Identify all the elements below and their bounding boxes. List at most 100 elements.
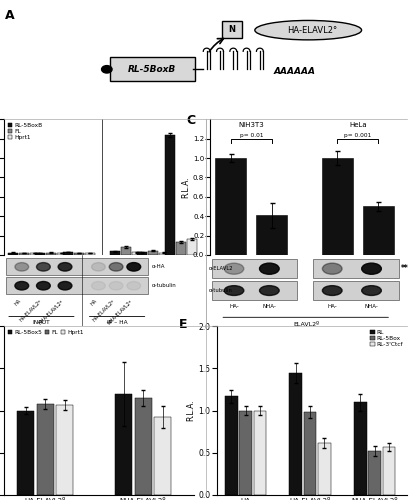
Bar bbox=[289, 372, 302, 495]
Ellipse shape bbox=[224, 263, 244, 274]
Text: HA-: HA- bbox=[229, 304, 239, 309]
Bar bbox=[187, 239, 197, 255]
Text: N: N bbox=[229, 25, 236, 34]
Bar bbox=[56, 404, 74, 495]
Bar bbox=[110, 252, 120, 255]
Ellipse shape bbox=[109, 282, 123, 290]
Ellipse shape bbox=[15, 262, 29, 271]
FancyBboxPatch shape bbox=[222, 21, 242, 38]
Circle shape bbox=[102, 66, 112, 73]
Text: α-tubulin: α-tubulin bbox=[208, 288, 232, 293]
Bar bbox=[132, 252, 142, 255]
Bar bbox=[212, 260, 297, 278]
Bar bbox=[176, 242, 186, 255]
Bar bbox=[121, 246, 131, 255]
Bar bbox=[225, 396, 238, 495]
Y-axis label: R.L.A.: R.L.A. bbox=[187, 400, 196, 421]
Text: NHA-: NHA- bbox=[365, 304, 379, 309]
Ellipse shape bbox=[255, 20, 362, 40]
Text: **: ** bbox=[401, 264, 409, 273]
Text: HA-ELAVL2°: HA-ELAVL2° bbox=[287, 26, 337, 35]
Text: C: C bbox=[187, 114, 196, 127]
Ellipse shape bbox=[92, 282, 105, 290]
Bar bbox=[318, 442, 331, 495]
Bar bbox=[8, 252, 18, 255]
Text: NIH3T3: NIH3T3 bbox=[238, 122, 264, 128]
Bar bbox=[35, 253, 45, 255]
Ellipse shape bbox=[224, 286, 244, 296]
Ellipse shape bbox=[362, 263, 381, 274]
Bar bbox=[74, 253, 84, 255]
Text: INPUT: INPUT bbox=[32, 320, 50, 326]
Bar bbox=[322, 158, 353, 255]
Legend: RL-5BoxB, FL, Hprt1: RL-5BoxB, FL, Hprt1 bbox=[7, 122, 43, 140]
Text: IP – HA: IP – HA bbox=[107, 320, 127, 326]
Ellipse shape bbox=[322, 263, 342, 274]
Text: HA: HA bbox=[13, 298, 22, 307]
Bar bbox=[6, 258, 148, 276]
Bar bbox=[313, 260, 399, 278]
Bar bbox=[165, 135, 175, 255]
Text: α-ELAVL2: α-ELAVL2 bbox=[208, 266, 233, 271]
Ellipse shape bbox=[127, 282, 141, 290]
Text: p= 0.001: p= 0.001 bbox=[344, 132, 372, 138]
Bar bbox=[115, 394, 132, 495]
Bar bbox=[215, 158, 247, 255]
Text: α-tubulin: α-tubulin bbox=[152, 283, 176, 288]
Bar bbox=[212, 281, 297, 300]
Bar bbox=[159, 253, 169, 255]
Text: AAAAAA: AAAAAA bbox=[274, 67, 316, 76]
Bar bbox=[154, 418, 171, 495]
Text: RL-5BoxB: RL-5BoxB bbox=[128, 65, 176, 74]
Ellipse shape bbox=[37, 262, 50, 271]
Ellipse shape bbox=[58, 282, 72, 290]
Text: E: E bbox=[179, 318, 187, 331]
Bar bbox=[368, 451, 381, 495]
Y-axis label: R.L.A.: R.L.A. bbox=[181, 176, 190, 198]
Ellipse shape bbox=[109, 262, 123, 271]
Legend: RL-5Box5, FL, Hprt1: RL-5Box5, FL, Hprt1 bbox=[7, 329, 84, 336]
Bar bbox=[239, 410, 252, 495]
FancyBboxPatch shape bbox=[110, 58, 195, 82]
Text: HA-: HA- bbox=[327, 304, 337, 309]
Ellipse shape bbox=[37, 282, 50, 290]
Text: NHA-ELAVL2º: NHA-ELAVL2º bbox=[38, 298, 65, 326]
Ellipse shape bbox=[92, 262, 105, 271]
Bar bbox=[148, 250, 159, 255]
Text: NHA-: NHA- bbox=[262, 304, 276, 309]
Text: HA: HA bbox=[90, 298, 98, 307]
Ellipse shape bbox=[362, 286, 381, 296]
Text: NHA-ELAVL2º: NHA-ELAVL2º bbox=[107, 298, 134, 326]
Bar bbox=[304, 412, 316, 495]
Text: ELAVL2º: ELAVL2º bbox=[294, 322, 320, 327]
Text: p= 0.01: p= 0.01 bbox=[240, 132, 263, 138]
Bar bbox=[46, 252, 56, 255]
Text: A: A bbox=[5, 10, 14, 22]
Bar bbox=[30, 253, 40, 255]
Ellipse shape bbox=[58, 262, 72, 271]
Bar bbox=[363, 206, 394, 255]
Text: α-HA: α-HA bbox=[152, 264, 165, 270]
Bar bbox=[37, 404, 54, 495]
Bar bbox=[18, 253, 29, 255]
Bar bbox=[354, 402, 367, 495]
Bar bbox=[6, 277, 148, 294]
Legend: RL, RL-5Box, RL-3'Ctcf: RL, RL-5Box, RL-3'Ctcf bbox=[370, 329, 404, 347]
Bar bbox=[57, 253, 67, 255]
Bar bbox=[17, 410, 34, 495]
Bar bbox=[383, 447, 395, 495]
Bar bbox=[137, 252, 148, 255]
Text: HeLa: HeLa bbox=[349, 122, 367, 128]
Ellipse shape bbox=[259, 286, 279, 296]
Ellipse shape bbox=[127, 262, 141, 271]
Ellipse shape bbox=[322, 286, 342, 296]
Text: HA-ELAVL2º: HA-ELAVL2º bbox=[19, 298, 44, 323]
Text: HA-ELAVL2º: HA-ELAVL2º bbox=[92, 298, 116, 323]
Ellipse shape bbox=[259, 263, 279, 274]
Bar bbox=[313, 281, 399, 300]
Bar bbox=[134, 398, 152, 495]
Bar bbox=[254, 410, 266, 495]
Bar bbox=[85, 253, 95, 255]
Bar bbox=[63, 252, 73, 255]
Bar bbox=[256, 215, 287, 255]
